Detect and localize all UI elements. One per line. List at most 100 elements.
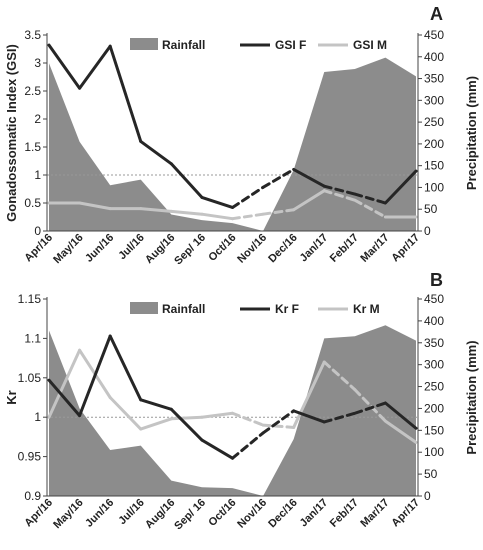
- female-series-segment: [78, 44, 112, 90]
- x-tick-label: Jun/16: [83, 497, 116, 530]
- x-tick-label: Jan/17: [298, 232, 331, 265]
- female-series-segment: [231, 431, 265, 460]
- y2-tick-label: 200: [424, 401, 444, 415]
- x-tick-label: Jan/17: [298, 497, 331, 530]
- y-tick-label: 1: [34, 168, 41, 182]
- legend-swatch-rainfall: [130, 302, 158, 314]
- y-tick-label: 0.95: [18, 450, 42, 464]
- y2-tick-label: 150: [424, 159, 444, 173]
- female-series-segment: [139, 139, 173, 166]
- x-tick-label: Dec/16: [266, 232, 300, 266]
- y-tick-label: 2: [34, 112, 41, 126]
- x-tick-label: Sep/ 16: [172, 232, 208, 268]
- male-series-segment: [261, 208, 296, 216]
- male-series-segment: [322, 189, 357, 202]
- male-series-segment: [169, 209, 204, 216]
- y2-tick-label: 400: [424, 50, 444, 64]
- y-tick-label: 0.5: [24, 196, 41, 210]
- male-series-segment: [200, 212, 234, 221]
- y2-tick-label: 50: [424, 467, 438, 481]
- x-tick-label: Nov/16: [235, 232, 269, 266]
- y-tick-label: 1: [34, 410, 41, 424]
- y2-tick-label: 350: [424, 336, 444, 350]
- y2-tick-label: 100: [424, 445, 444, 459]
- male-series-segment: [353, 388, 387, 423]
- female-series-segment: [108, 334, 143, 402]
- x-tick-label: Dec/16: [266, 497, 300, 531]
- y2-tick-label: 300: [424, 93, 444, 107]
- female-series-segment: [322, 411, 357, 424]
- panel-letter: A: [430, 4, 443, 24]
- female-series-segment: [322, 184, 357, 196]
- male-series-segment: [322, 360, 357, 392]
- chart-panel-a: 0 0.5 1 1.5 2 2.5 3 3.5 0 50 100 150 200 250 300 350 400…: [4, 4, 479, 267]
- x-tick-label: Jun/16: [83, 232, 116, 265]
- x-tick-label: Apr/17: [389, 232, 422, 265]
- female-series-segment: [169, 162, 204, 199]
- y2-tick-label: 150: [424, 423, 444, 437]
- male-series-segment: [200, 411, 234, 419]
- male-series-segment: [261, 423, 296, 429]
- female-series-segment: [353, 401, 387, 415]
- female-series-segment: [169, 407, 204, 442]
- female-series-segment: [383, 401, 418, 430]
- y-tick-label: 2.5: [24, 84, 41, 98]
- male-series-segment: [353, 198, 387, 219]
- y-tick-label: 1.5: [24, 140, 41, 154]
- y2-tick-label: 50: [424, 202, 438, 216]
- female-series-segment: [78, 334, 112, 418]
- y2-tick-label: 0: [424, 224, 431, 238]
- x-tick-label: May/16: [51, 232, 85, 266]
- legend-label-male: GSI M: [353, 38, 387, 52]
- female-series-segment: [292, 409, 326, 424]
- male-series-segment: [292, 360, 326, 429]
- male-series-segment: [292, 189, 326, 212]
- female-series-segment: [108, 44, 143, 143]
- x-tick-label: Aug/16: [143, 497, 177, 531]
- x-tick-label: Feb/17: [328, 232, 361, 265]
- female-series-segment: [353, 192, 387, 205]
- female-series-segment: [261, 167, 296, 189]
- legend-label-rainfall: Rainfall: [162, 38, 205, 52]
- y-axis-label: Gonadossomatic Index (GSI): [4, 44, 19, 222]
- rainfall-area: [49, 325, 416, 496]
- male-series-segment: [47, 348, 82, 419]
- female-series-segment: [200, 438, 234, 460]
- x-tick-label: May/16: [51, 497, 85, 531]
- male-series-segment: [139, 207, 173, 213]
- y-axis-label: Kr: [4, 390, 19, 404]
- y-tick-label: 3.5: [24, 28, 41, 42]
- x-tick-label: Oct/16: [206, 232, 238, 264]
- x-tick-label: Apr/17: [389, 497, 422, 530]
- x-tick-label: Mar/17: [358, 497, 391, 530]
- legend-label-rainfall: Rainfall: [162, 302, 205, 316]
- female-series-segment: [292, 167, 326, 188]
- y-tick-label: 0: [34, 224, 41, 238]
- x-tick-label: Oct/16: [206, 497, 238, 529]
- chart-panel-b: 0.9 0.95 1 1.05 1.1 1.15 0 50 100 150 200 250 300 350…: [4, 270, 479, 532]
- x-tick-label: Sep/ 16: [172, 497, 208, 533]
- x-tick-label: Aug/16: [143, 232, 177, 266]
- female-series-segment: [47, 378, 82, 418]
- legend-label-female: GSI F: [275, 38, 306, 52]
- y2-tick-label: 200: [424, 137, 444, 151]
- male-series-segment: [108, 396, 143, 431]
- y2-tick-label: 250: [424, 115, 444, 129]
- panel-letter: B: [430, 270, 443, 290]
- y-tick-label: 3: [34, 56, 41, 70]
- x-tick-label: Feb/17: [328, 497, 361, 530]
- x-tick-label: Nov/16: [235, 497, 269, 531]
- legend-label-female: Kr F: [275, 302, 299, 316]
- y2-tick-label: 0: [424, 489, 431, 503]
- legend-swatch-rainfall: [130, 38, 158, 50]
- y2-tick-label: 250: [424, 380, 444, 394]
- male-series-segment: [139, 417, 173, 431]
- female-series-segment: [139, 398, 173, 411]
- male-series-segment: [78, 201, 112, 211]
- y-tick-label: 1.1: [24, 331, 41, 345]
- female-series-segment: [231, 185, 265, 209]
- y2-tick-label: 100: [424, 180, 444, 194]
- male-series-segment: [231, 212, 265, 221]
- y-tick-label: 1.15: [18, 292, 42, 306]
